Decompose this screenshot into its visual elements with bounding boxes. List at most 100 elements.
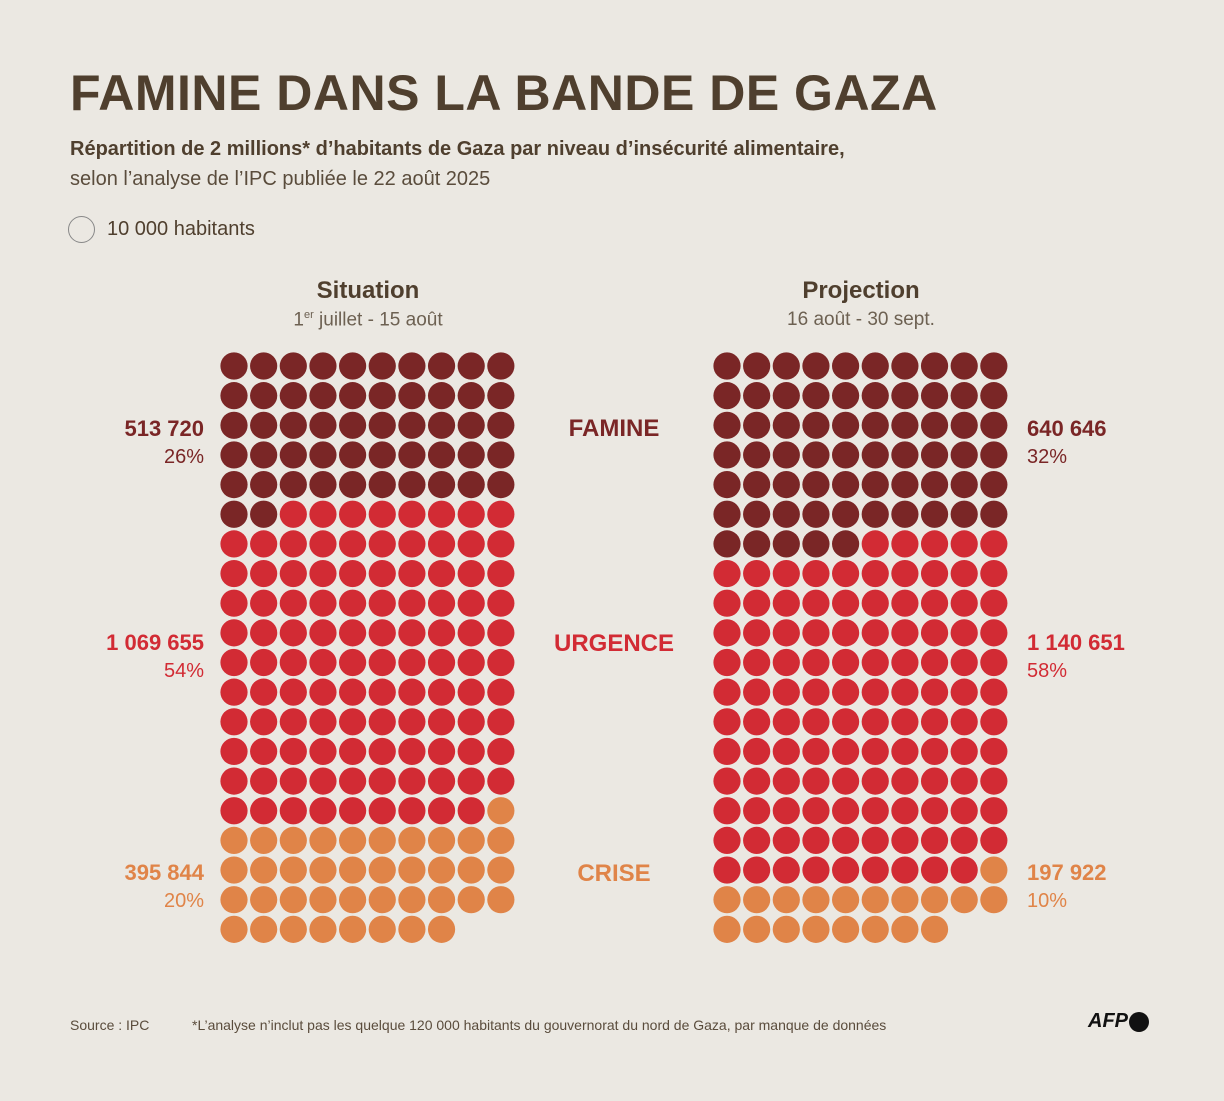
waffle-dot-urgence bbox=[368, 767, 396, 795]
panel-header-situation: Situation 1er juillet - 15 août bbox=[218, 277, 518, 331]
waffle-dot-urgence bbox=[398, 648, 426, 677]
waffle-dot-famine bbox=[339, 382, 367, 410]
waffle-dot-urgence bbox=[368, 648, 396, 677]
value-label: 395 844 bbox=[124, 860, 204, 885]
waffle-dot-famine bbox=[861, 471, 889, 499]
waffle-dot-crise bbox=[250, 826, 278, 855]
value-label: 197 922 bbox=[1027, 860, 1107, 885]
label-famine-situation: 513 720 26% bbox=[64, 416, 204, 469]
waffle-dot-crise bbox=[250, 915, 278, 943]
waffle-dot-crise bbox=[398, 826, 426, 855]
waffle-dot-crise bbox=[309, 856, 337, 884]
waffle-dot-crise bbox=[398, 856, 426, 884]
waffle-dot-urgence bbox=[920, 708, 949, 736]
waffle-dot-urgence bbox=[220, 708, 248, 736]
waffle-dot-urgence bbox=[772, 826, 800, 855]
waffle-dot-crise bbox=[279, 856, 307, 884]
waffle-dot-famine bbox=[398, 471, 426, 499]
waffle-dot-crise bbox=[772, 915, 800, 943]
waffle-dot-famine bbox=[368, 441, 396, 469]
waffle-dot-urgence bbox=[250, 737, 278, 766]
waffle-dot-urgence bbox=[427, 767, 456, 795]
legend-label: 10 000 habitants bbox=[107, 218, 255, 240]
waffle-dot-urgence bbox=[339, 500, 367, 528]
waffle-dot-urgence bbox=[220, 619, 248, 647]
waffle-dot-famine bbox=[950, 500, 978, 528]
waffle-dot-urgence bbox=[457, 678, 485, 706]
waffle-dot-famine bbox=[743, 441, 771, 469]
waffle-dot-famine bbox=[743, 530, 771, 558]
waffle-dot-urgence bbox=[920, 589, 949, 617]
waffle-dot-crise bbox=[713, 886, 741, 914]
waffle-dot-urgence bbox=[743, 619, 771, 647]
waffle-dot-famine bbox=[861, 352, 889, 380]
waffle-dot-urgence bbox=[980, 708, 1008, 736]
waffle-dot-urgence bbox=[832, 619, 860, 647]
waffle-dot-famine bbox=[220, 441, 248, 469]
waffle-dot-crise bbox=[487, 797, 515, 825]
logo-text: AFP bbox=[1088, 1010, 1128, 1032]
waffle-dot-famine bbox=[487, 441, 515, 469]
value-label: 640 646 bbox=[1027, 416, 1107, 441]
waffle-dot-urgence bbox=[861, 678, 889, 706]
waffle-dot-famine bbox=[713, 411, 741, 439]
waffle-dot-famine bbox=[950, 411, 978, 439]
waffle-dot-urgence bbox=[861, 797, 889, 825]
waffle-dot-urgence bbox=[891, 767, 919, 795]
waffle-dot-urgence bbox=[743, 648, 771, 677]
waffle-dot-urgence bbox=[279, 678, 307, 706]
waffle-dot-famine bbox=[220, 500, 248, 528]
waffle-dot-urgence bbox=[950, 678, 978, 706]
waffle-dot-urgence bbox=[950, 589, 978, 617]
waffle-dot-crise bbox=[891, 915, 919, 943]
waffle-dot-crise bbox=[220, 915, 248, 943]
waffle-dot-urgence bbox=[772, 678, 800, 706]
waffle-dot-crise bbox=[279, 886, 307, 914]
waffle-dot-urgence bbox=[220, 737, 248, 766]
waffle-dot-famine bbox=[743, 471, 771, 499]
waffle-dot-famine bbox=[250, 441, 278, 469]
waffle-dot-urgence bbox=[861, 826, 889, 855]
waffle-dot-famine bbox=[802, 530, 830, 558]
waffle-dot-famine bbox=[457, 411, 485, 439]
waffle-dot-famine bbox=[487, 352, 515, 380]
waffle-dot-crise bbox=[457, 856, 485, 884]
waffle-dot-crise bbox=[220, 886, 248, 914]
label-crise-situation: 395 844 20% bbox=[64, 860, 204, 913]
waffle-dot-urgence bbox=[309, 678, 337, 706]
waffle-dot-urgence bbox=[487, 708, 515, 736]
waffle-dot-famine bbox=[861, 411, 889, 439]
source: Source : IPC bbox=[70, 1017, 150, 1033]
waffle-dot-urgence bbox=[487, 648, 515, 677]
waffle-dot-crise bbox=[772, 886, 800, 914]
waffle-dot-urgence bbox=[980, 797, 1008, 825]
waffle-dot-crise bbox=[220, 856, 248, 884]
waffle-dot-urgence bbox=[832, 589, 860, 617]
waffle-dot-famine bbox=[802, 471, 830, 499]
waffle-dot-urgence bbox=[220, 589, 248, 617]
waffle-dot-urgence bbox=[220, 559, 248, 588]
waffle-dot-famine bbox=[713, 530, 741, 558]
waffle-dot-famine bbox=[713, 352, 741, 380]
period-text: juillet - 15 août bbox=[313, 309, 443, 331]
waffle-dot-urgence bbox=[368, 708, 396, 736]
waffle-dot-famine bbox=[487, 471, 515, 499]
waffle-dot-famine bbox=[713, 471, 741, 499]
waffle-dot-famine bbox=[832, 441, 860, 469]
waffle-dot-urgence bbox=[743, 767, 771, 795]
waffle-dot-urgence bbox=[980, 767, 1008, 795]
waffle-dot-urgence bbox=[832, 678, 860, 706]
waffle-dot-urgence bbox=[457, 737, 485, 766]
label-urgence-situation: 1 069 655 54% bbox=[64, 630, 204, 683]
waffle-dot-urgence bbox=[220, 530, 248, 558]
waffle-dot-famine bbox=[220, 382, 248, 410]
waffle-dot-urgence bbox=[743, 559, 771, 588]
waffle-dot-crise bbox=[309, 886, 337, 914]
waffle-dot-urgence bbox=[220, 797, 248, 825]
percent-label: 26% bbox=[163, 446, 204, 468]
waffle-dot-famine bbox=[339, 471, 367, 499]
waffle-dot-crise bbox=[832, 886, 860, 914]
waffle-dot-urgence bbox=[368, 500, 396, 528]
logo-dot-icon bbox=[1129, 1011, 1149, 1032]
